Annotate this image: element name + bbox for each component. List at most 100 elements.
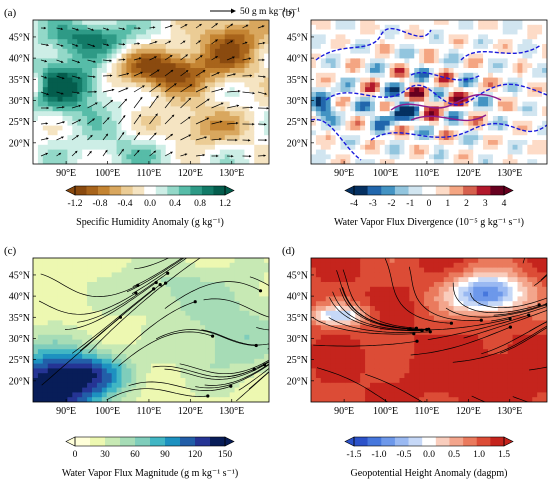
field-cell: [259, 48, 265, 55]
field-cell: [126, 58, 132, 64]
field-cell: [224, 20, 231, 26]
field-cell: [121, 349, 127, 355]
field-cell: [542, 135, 547, 141]
field-cell: [492, 106, 499, 112]
field-cell: [151, 310, 157, 317]
field-cell: [488, 87, 494, 93]
field-cell: [170, 306, 177, 312]
field-cell: [320, 39, 327, 45]
streamline-arrow: [258, 289, 263, 293]
vector-arrow-head: [184, 153, 188, 156]
field-cell: [315, 296, 322, 302]
field-cell: [214, 44, 221, 50]
field-cell: [67, 320, 73, 326]
field-cell: [345, 87, 351, 93]
field-cell: [219, 120, 226, 127]
field-cell: [325, 392, 332, 398]
field-cell: [458, 44, 464, 50]
field-cell: [67, 34, 73, 40]
field-cell: [488, 101, 494, 107]
vector-arrow-head: [252, 122, 255, 126]
field-cell: [210, 306, 216, 312]
field-cell: [414, 29, 420, 35]
field-cell: [190, 63, 196, 69]
field-cell: [492, 140, 499, 146]
streamline: [134, 258, 170, 270]
field-cell: [389, 116, 396, 122]
field-cell: [155, 272, 162, 278]
field-cell: [325, 330, 332, 336]
field-cell: [116, 392, 122, 398]
field-cell: [244, 34, 250, 40]
field-cell: [87, 320, 93, 326]
field-cell: [67, 354, 73, 360]
field-cell: [82, 96, 88, 103]
field-cell: [340, 111, 346, 117]
field-cell: [67, 120, 73, 127]
field-cell: [399, 92, 405, 98]
field-cell: [87, 354, 93, 360]
field-cell: [170, 87, 177, 93]
field-cell: [492, 87, 499, 93]
field-cell: [264, 125, 269, 131]
field-cell: [320, 77, 327, 83]
field-cell: [121, 387, 127, 393]
field-cell: [170, 144, 177, 151]
field-cell: [121, 378, 127, 384]
field-cell: [205, 320, 211, 326]
field-cell: [57, 82, 63, 88]
field-cell: [101, 125, 108, 131]
field-cell: [87, 296, 93, 302]
streamline-arrow: [193, 300, 197, 304]
field-cell: [320, 277, 327, 283]
field-cell: [52, 63, 59, 69]
field-cell: [47, 58, 54, 64]
field-cell: [409, 106, 415, 112]
field-cell: [33, 87, 39, 93]
streamline: [38, 292, 137, 315]
field-cell: [497, 44, 504, 50]
field-cell: [239, 48, 245, 55]
field-cell: [151, 29, 157, 35]
field-cell: [146, 282, 152, 288]
field-cell: [249, 39, 255, 45]
field-cell: [527, 53, 533, 59]
field-cell: [116, 373, 122, 379]
field-cell: [195, 272, 201, 278]
field-cell: [180, 262, 186, 269]
colorbar-swatch: [449, 186, 464, 195]
field-cell: [259, 373, 265, 379]
streamlines: [38, 258, 269, 402]
field-cell: [355, 149, 361, 155]
vector-arrow-head: [105, 133, 108, 137]
field-cell: [239, 125, 245, 131]
field-cell: [234, 392, 240, 398]
field-cell: [160, 277, 167, 283]
field-cell: [399, 125, 405, 131]
field-cell: [340, 101, 346, 107]
field-cell: [424, 135, 430, 141]
field-cell: [532, 106, 538, 112]
field-cell: [311, 29, 317, 35]
field-cell: [404, 111, 410, 117]
field-cell: [335, 92, 341, 98]
field-cell: [92, 159, 98, 164]
field-cell: [463, 29, 469, 35]
field-cell: [87, 392, 93, 398]
field-cell: [458, 82, 464, 88]
field-cell: [409, 154, 415, 160]
field-cell: [404, 116, 410, 122]
field-cell: [315, 267, 322, 273]
field-cell: [200, 392, 206, 398]
field-cell: [497, 135, 504, 141]
field-cell: [244, 29, 250, 35]
field-cell: [210, 144, 216, 151]
field-cell: [141, 368, 147, 374]
field-cell: [224, 310, 231, 317]
field-cell: [116, 262, 122, 269]
field-cell: [72, 286, 78, 293]
field-cell: [325, 387, 332, 393]
field-cell: [37, 325, 44, 331]
field-cell: [141, 310, 147, 317]
field-cell: [224, 262, 231, 269]
